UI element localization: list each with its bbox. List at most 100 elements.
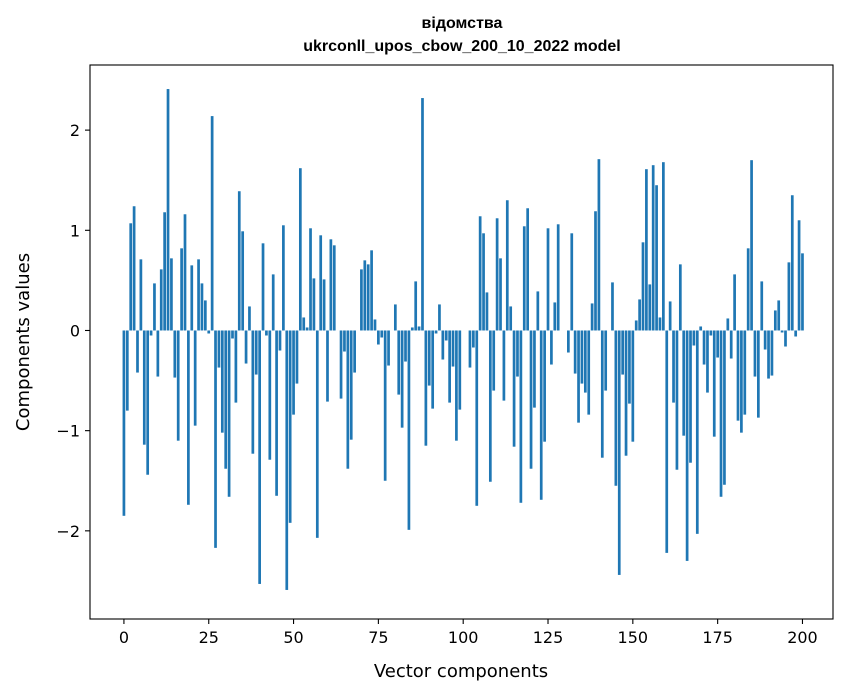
- bar-23: [200, 283, 204, 331]
- bar-13: [166, 89, 170, 331]
- bar-96: [448, 330, 451, 403]
- bar-8: [149, 330, 153, 336]
- bar-126: [550, 330, 553, 365]
- bar-11: [159, 269, 163, 331]
- bar-145: [614, 330, 618, 486]
- bar-33: [234, 330, 238, 403]
- bar-117: [519, 330, 523, 503]
- bar-115: [512, 330, 516, 447]
- bar-53: [302, 317, 306, 331]
- bar-90: [427, 330, 431, 386]
- bar-27: [214, 330, 217, 548]
- bar-200: [801, 253, 804, 331]
- y-tick-label: −1: [56, 422, 80, 441]
- bar-179: [729, 330, 733, 359]
- bar-54: [305, 327, 309, 331]
- bar-127: [553, 302, 557, 331]
- bar-93: [438, 304, 441, 331]
- bar-105: [478, 216, 482, 331]
- bar-170: [699, 326, 703, 331]
- bar-87: [417, 326, 421, 331]
- chart-title-line1: відомства: [422, 15, 503, 32]
- x-tick-label: 150: [618, 628, 649, 647]
- bar-177: [723, 330, 726, 485]
- bar-144: [611, 282, 614, 331]
- bar-7: [146, 330, 150, 475]
- bar-84: [407, 330, 411, 530]
- bar-109: [492, 330, 496, 391]
- x-tick-label: 175: [702, 628, 733, 647]
- bar-26: [210, 116, 214, 331]
- bar-0: [122, 330, 126, 516]
- bar-137: [587, 330, 591, 415]
- bar-61: [329, 239, 333, 331]
- bar-197: [790, 195, 794, 331]
- bar-142: [604, 330, 608, 391]
- bar-31: [227, 330, 231, 497]
- x-tick-label: 100: [448, 628, 479, 647]
- bar-43: [268, 330, 272, 460]
- bar-50: [292, 330, 295, 415]
- bar-2: [129, 223, 133, 331]
- bar-118: [522, 226, 526, 331]
- bar-28: [217, 330, 221, 368]
- x-axis-label: Vector components: [374, 661, 548, 682]
- bar-4: [136, 330, 139, 373]
- bar-60: [326, 330, 329, 402]
- bar-55: [309, 228, 312, 331]
- x-tick-label: 25: [199, 628, 219, 647]
- bar-25: [207, 330, 211, 334]
- bar-135: [580, 330, 584, 384]
- bar-132: [570, 233, 574, 331]
- bar-40: [258, 330, 261, 584]
- bar-5: [139, 259, 143, 331]
- x-tick-label: 50: [283, 628, 303, 647]
- x-tick-label: 75: [368, 628, 388, 647]
- bar-45: [275, 330, 278, 496]
- bar-35: [241, 231, 245, 331]
- bar-120: [529, 330, 533, 469]
- bar-56: [312, 278, 316, 331]
- bar-134: [577, 330, 580, 423]
- bar-161: [668, 301, 672, 331]
- bar-187: [757, 330, 760, 418]
- bar-64: [339, 330, 343, 399]
- bar-59: [322, 279, 326, 331]
- bar-191: [770, 330, 774, 376]
- bar-57: [315, 330, 319, 538]
- y-axis-label: Components values: [13, 253, 34, 431]
- chart-title-line2: ukrconll_upos_cbow_200_10_2022 model: [303, 38, 620, 55]
- bar-14: [170, 258, 173, 331]
- bar-51: [295, 330, 299, 384]
- bar-18: [183, 214, 187, 331]
- bar-155: [648, 284, 652, 331]
- bar-85: [410, 327, 414, 331]
- bar-138: [590, 303, 594, 331]
- bar-156: [651, 165, 655, 331]
- bar-77: [383, 330, 387, 481]
- bar-42: [265, 330, 268, 336]
- y-tick-label: −2: [56, 522, 80, 541]
- bar-6: [142, 330, 146, 445]
- bar-162: [672, 330, 675, 403]
- bar-163: [675, 330, 679, 470]
- bar-39: [254, 330, 258, 375]
- bar-106: [482, 233, 485, 331]
- bar-188: [760, 281, 764, 331]
- bar-17: [180, 248, 183, 331]
- bar-75: [377, 330, 380, 345]
- bar-76: [380, 330, 384, 338]
- bar-125: [546, 228, 550, 331]
- bar-78: [387, 330, 390, 366]
- bar-49: [288, 330, 292, 523]
- x-axis-ticks: 0 25 50 75 100 125 150 175 200: [119, 619, 818, 647]
- bar-91: [431, 330, 435, 409]
- bar-68: [353, 330, 356, 373]
- bar-107: [485, 292, 489, 331]
- bar-1: [125, 330, 129, 411]
- bar-196: [787, 262, 791, 331]
- bar-153: [641, 242, 645, 331]
- bar-182: [740, 330, 743, 433]
- bar-73: [370, 250, 373, 331]
